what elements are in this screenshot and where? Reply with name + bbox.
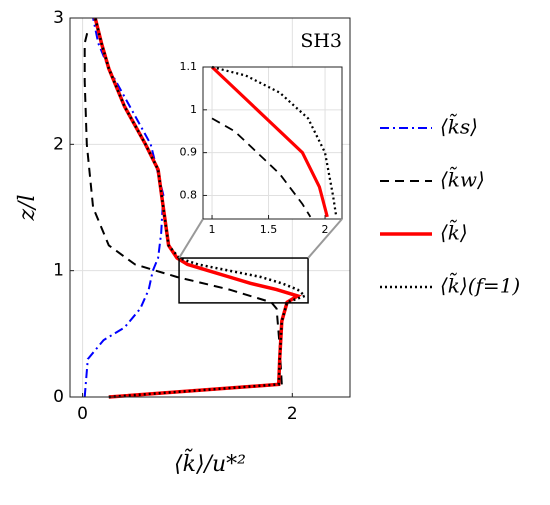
series-line: [210, 65, 329, 218]
x-tick-label: 0: [77, 404, 88, 424]
y-tick-label: 0.9: [180, 146, 198, 159]
x-tick-label: 2: [287, 404, 298, 424]
x-tick-label: 1: [209, 223, 216, 236]
legend-label: ⟨k̃s⟩: [440, 112, 478, 138]
series-line: [83, 30, 283, 385]
series-line: [93, 17, 308, 399]
series-line: [83, 17, 165, 398]
legend-label: ⟨k̃⟩(f=1): [440, 271, 520, 297]
series-line: [211, 117, 312, 218]
y-tick-label: 1: [190, 103, 197, 116]
zoom-box: [178, 257, 309, 304]
x-tick-label: 2: [322, 223, 329, 236]
annotation: SH3: [300, 30, 342, 52]
y-tick-label: 2: [53, 134, 64, 154]
y-tick-label: 0.8: [180, 188, 198, 201]
y-tick-label: 1: [53, 261, 64, 281]
x-axis-label: ⟨k̃⟩/u*²: [174, 447, 246, 477]
legend-label: ⟨k̃⟩: [440, 218, 468, 244]
zoom-connector: [178, 218, 204, 259]
plot-frame: [202, 66, 343, 220]
y-tick-label: 1.1: [180, 60, 198, 73]
zoom-connector: [307, 218, 343, 259]
plot-frame: [69, 17, 351, 398]
y-axis-label: z/l: [15, 194, 40, 221]
y-tick-label: 0: [53, 387, 64, 407]
legend-label: ⟨k̃w⟩: [440, 165, 485, 191]
plot-area: [203, 67, 342, 219]
x-tick-label: 1.5: [260, 223, 278, 236]
y-tick-label: 3: [53, 8, 64, 28]
series-line: [211, 65, 338, 218]
